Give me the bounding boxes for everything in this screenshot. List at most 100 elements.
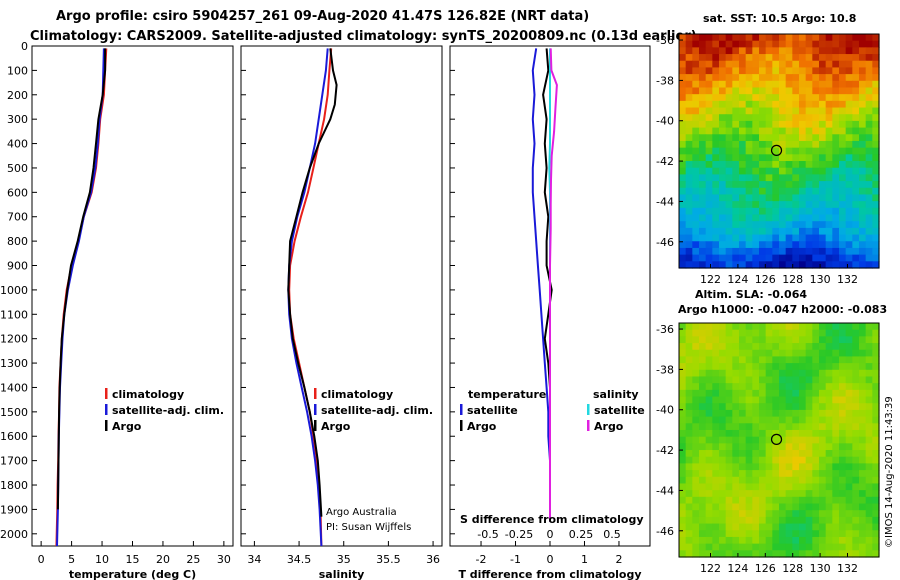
map-cell [799,221,807,229]
map-cell [785,241,793,249]
map-cell [712,550,720,558]
map-cell [759,383,767,391]
map-cell [692,47,700,55]
map-cell [799,114,807,122]
map-cell [812,74,820,82]
map-cell [819,349,827,358]
map-cell [732,516,740,525]
map-cell [792,74,800,82]
map-cell [872,140,880,149]
map-cell [872,523,880,531]
map-cell [852,536,860,545]
y-tick-label: 1800 [0,479,28,492]
map-cell [745,67,753,75]
map-cell [692,456,700,464]
map-cell [739,60,747,69]
map-cell [845,470,853,478]
map-cell [779,134,787,142]
map-cell [752,254,760,262]
map-cell [832,383,840,391]
map-cell [839,356,847,364]
map-cell [699,369,707,378]
map-cell [792,536,800,545]
map-cell [719,107,727,115]
map-cell [872,409,880,418]
map-cell [719,127,727,135]
map-cell [785,40,793,48]
map-cell [785,221,793,229]
map-cell [792,60,800,69]
map-cell [765,409,773,418]
map-cell [745,221,753,229]
map-cell [705,241,713,249]
map-cell [785,227,793,236]
map-cell [792,416,800,424]
map-cell [845,40,853,48]
map-cell [772,40,780,48]
map-cell [732,154,740,162]
map-cell [785,429,793,438]
map-cell [679,530,687,538]
map-cell [705,74,713,82]
map-cell [865,323,873,331]
map-cell [872,323,880,331]
map-cell [872,194,880,202]
map-cell [845,496,853,505]
map-cell [699,376,707,384]
map-cell [725,523,733,531]
map-cell [872,490,880,498]
map-cell [712,369,720,378]
map-cell [705,181,713,189]
map-cell [819,523,827,531]
map-cell [832,194,840,202]
map-cell [699,336,707,344]
map-cell [745,530,753,538]
map-cell [852,369,860,378]
map-cell [712,403,720,411]
map-cell [852,181,860,189]
map-cell [685,429,693,438]
map-cell [692,127,700,135]
map-cell [852,60,860,69]
map-cell [732,214,740,222]
map-cell [859,383,867,391]
map-cell [705,94,713,102]
map-cell [865,167,873,175]
map-cell [825,510,833,518]
map-cell [825,227,833,236]
map-cell [739,396,747,404]
map-cell [852,343,860,351]
map-cell [712,329,720,337]
map-cell [799,87,807,95]
map-cell [852,336,860,344]
map-cell [732,523,740,531]
map-cell [799,181,807,189]
x-tick-label: 0 [547,553,554,566]
map-cell [712,470,720,478]
map-cell [679,40,687,48]
map-cell [792,147,800,155]
map-cell [812,60,820,69]
map-cell [865,227,873,236]
map-cell [872,510,880,518]
map-cell [679,254,687,262]
map-cell [705,343,713,351]
map-cell [759,181,767,189]
map-cell [765,403,773,411]
map-cell [832,496,840,505]
map-cell [805,201,813,209]
map-cell [805,221,813,229]
map-cell [699,154,707,162]
map-cell [805,429,813,438]
map-cell [725,329,733,337]
map-cell [752,107,760,115]
map-cell [872,416,880,424]
map-cell [679,194,687,202]
map-cell [759,550,767,558]
map-cell [852,114,860,122]
map-cell [725,140,733,149]
map-cell [852,127,860,135]
map-cell [832,140,840,149]
map-cell [825,336,833,344]
